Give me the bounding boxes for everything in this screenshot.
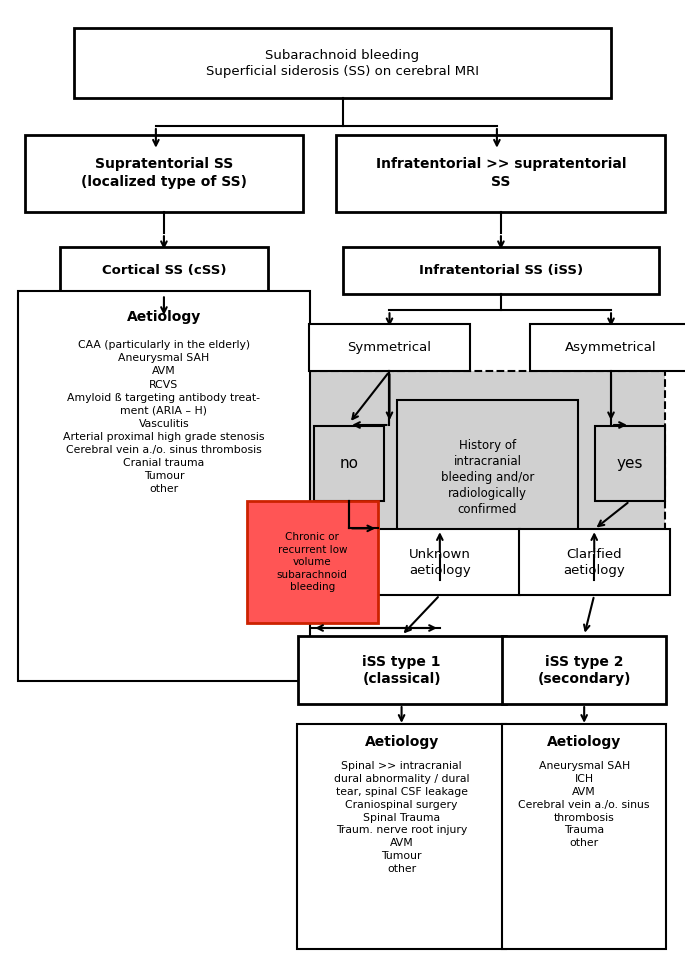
Bar xyxy=(519,529,670,596)
Bar xyxy=(309,371,664,583)
Text: Cortical SS (cSS): Cortical SS (cSS) xyxy=(101,265,226,277)
Bar xyxy=(297,637,506,704)
Text: Aneurysmal SAH
ICH
AVM
Cerebral vein a./o. sinus
thrombosis
Trauma
other: Aneurysmal SAH ICH AVM Cerebral vein a./… xyxy=(519,761,650,849)
Text: Spinal >> intracranial
dural abnormality / dural
tear, spinal CSF leakage
Cranio: Spinal >> intracranial dural abnormality… xyxy=(334,761,469,874)
Bar xyxy=(60,247,268,294)
Text: Asymmetrical: Asymmetrical xyxy=(565,341,657,355)
Text: CAA (particularly in the elderly)
Aneurysmal SAH
AVM
RCVS
Amyloid ß targeting an: CAA (particularly in the elderly) Aneury… xyxy=(63,340,264,494)
Text: yes: yes xyxy=(616,456,643,471)
Bar xyxy=(247,502,377,623)
Text: Aetiology: Aetiology xyxy=(547,736,621,749)
Text: Subarachnoid bleeding
Superficial siderosis (SS) on cerebral MRI: Subarachnoid bleeding Superficial sidero… xyxy=(206,49,479,78)
Bar xyxy=(18,292,310,681)
Text: Infratentorial SS (iSS): Infratentorial SS (iSS) xyxy=(419,265,583,277)
Bar xyxy=(595,426,665,502)
Text: Symmetrical: Symmetrical xyxy=(347,341,432,355)
Text: Clarified
aetiology: Clarified aetiology xyxy=(563,548,625,576)
Bar xyxy=(314,426,384,502)
Bar xyxy=(74,28,611,99)
Text: Unknown
aetiology: Unknown aetiology xyxy=(409,548,471,576)
Bar xyxy=(502,637,667,704)
Bar xyxy=(502,724,667,949)
Text: Chronic or
recurrent low
volume
subarachnoid
bleeding: Chronic or recurrent low volume subarach… xyxy=(277,532,348,592)
Text: Aetiology: Aetiology xyxy=(127,311,201,324)
Text: Aetiology: Aetiology xyxy=(364,736,438,749)
Bar xyxy=(336,134,665,212)
Text: Infratentorial >> supratentorial
SS: Infratentorial >> supratentorial SS xyxy=(375,157,626,189)
Bar xyxy=(343,247,659,294)
Bar xyxy=(359,529,521,596)
Bar xyxy=(397,400,578,555)
Text: iSS type 2
(secondary): iSS type 2 (secondary) xyxy=(538,655,631,686)
Bar xyxy=(25,134,303,212)
Text: iSS type 1
(classical): iSS type 1 (classical) xyxy=(362,655,441,686)
Text: no: no xyxy=(340,456,359,471)
Text: Supratentorial SS
(localized type of SS): Supratentorial SS (localized type of SS) xyxy=(81,157,247,189)
Bar xyxy=(297,724,506,949)
Text: History of
intracranial
bleeding and/or
radiologically
confirmed: History of intracranial bleeding and/or … xyxy=(441,439,534,516)
Bar xyxy=(530,324,685,371)
Bar xyxy=(309,324,470,371)
